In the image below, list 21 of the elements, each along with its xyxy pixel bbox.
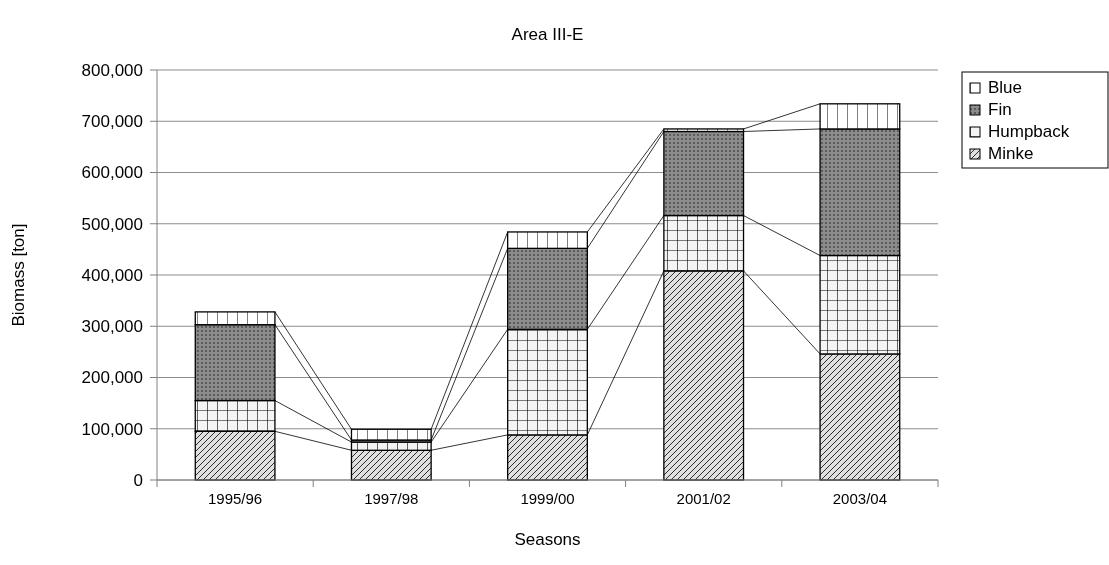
y-tick-label: 800,000 bbox=[81, 60, 143, 80]
x-tick-label: 1997/98 bbox=[364, 490, 419, 507]
y-tick-label: 600,000 bbox=[81, 163, 143, 183]
y-tick-label: 500,000 bbox=[81, 214, 143, 234]
x-tick-label: 2001/02 bbox=[676, 490, 731, 507]
legend-label: Minke bbox=[988, 144, 1034, 163]
x-tick-label: 1999/00 bbox=[520, 490, 575, 507]
y-tick-label: 300,000 bbox=[81, 317, 143, 337]
legend-label: Humpback bbox=[988, 122, 1070, 141]
chart-title: Area III-E bbox=[511, 25, 584, 44]
y-tick-label: 400,000 bbox=[81, 265, 143, 285]
y-tick-label: 700,000 bbox=[81, 112, 143, 132]
x-tick-label: 2003/04 bbox=[832, 490, 888, 507]
y-tick-label: 0 bbox=[133, 470, 143, 490]
y-tick-label: 200,000 bbox=[81, 368, 143, 388]
y-tick-label: 100,000 bbox=[81, 419, 143, 439]
x-axis-title: Seasons bbox=[514, 530, 581, 549]
legend-label: Fin bbox=[988, 100, 1012, 119]
y-axis-title: Biomass [ton] bbox=[9, 223, 28, 327]
x-tick-label: 1995/96 bbox=[207, 490, 263, 507]
legend-label: Blue bbox=[988, 78, 1023, 97]
